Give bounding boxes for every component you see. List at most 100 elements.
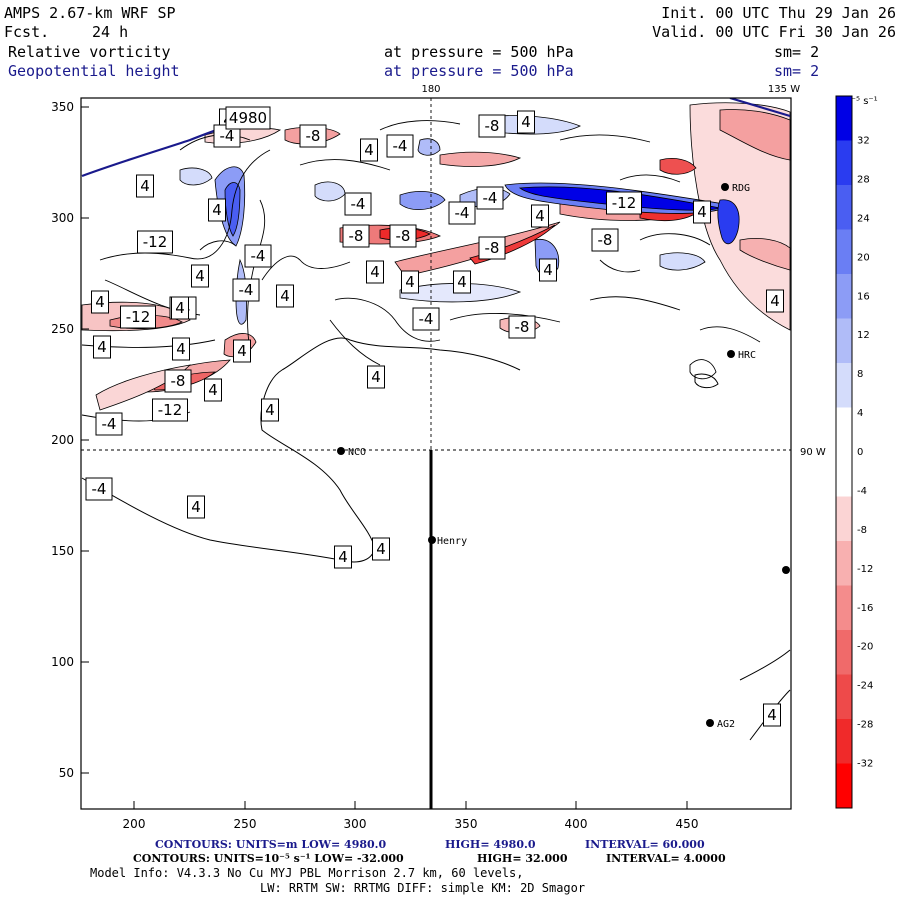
contour-label: 4 [334, 545, 352, 569]
svg-text:4: 4 [364, 141, 374, 159]
svg-text:-4: -4 [220, 127, 235, 145]
y-tick-label: 200 [51, 433, 74, 447]
colorbar-cell [836, 452, 852, 497]
contour-label: 4 [766, 289, 784, 313]
colorbar-cell [836, 763, 852, 808]
svg-text:NCO: NCO [348, 447, 366, 458]
colorbar-frame [835, 95, 853, 809]
svg-text:4: 4 [280, 287, 290, 305]
contour-label: -4 [232, 278, 260, 302]
contour-label: 4 [366, 260, 384, 284]
field1-name: Relative vorticity [8, 43, 171, 61]
contour-label: -12 [152, 398, 188, 422]
contour-label: -8 [389, 224, 417, 248]
svg-text:4: 4 [191, 498, 201, 516]
contour-label: 4 [453, 270, 471, 294]
colorbar-cell [836, 585, 852, 630]
station-henry: Henry [428, 536, 467, 547]
svg-text:HRC: HRC [738, 350, 756, 361]
colorbar-cell [836, 185, 852, 230]
svg-text:4: 4 [521, 113, 531, 131]
colorbar-cell [836, 630, 852, 675]
svg-text:-8: -8 [485, 117, 500, 135]
contour-label: 4 [372, 537, 390, 561]
svg-text:4: 4 [457, 273, 467, 291]
footer-height-interval: INTERVAL= 60.000 [585, 838, 705, 851]
svg-text:4: 4 [140, 177, 150, 195]
colorbar-cell [836, 407, 852, 452]
colorbar-cell [836, 318, 852, 363]
footer-height-contours: CONTOURS: UNITS=m LOW= 4980.0 [155, 838, 386, 851]
x-tick-label: 200 [123, 817, 146, 831]
svg-text:AG2: AG2 [717, 719, 735, 730]
svg-text:4: 4 [208, 381, 218, 399]
footer-vort-interval: INTERVAL= 4.0000 [606, 852, 726, 865]
x-tick-label: 450 [676, 817, 699, 831]
svg-text:-4: -4 [351, 195, 366, 213]
x-tick-label: 300 [344, 817, 367, 831]
x-tick-label: 350 [455, 817, 478, 831]
station-ag2: AG2 [706, 719, 735, 730]
contour-label: -8 [342, 224, 370, 248]
field2-name: Geopotential height [8, 62, 180, 80]
svg-text:Henry: Henry [437, 536, 467, 547]
y-tick-label: 250 [51, 322, 74, 336]
svg-text:-4: -4 [419, 310, 434, 328]
contour-label: -12 [137, 230, 173, 254]
svg-text:4: 4 [376, 540, 386, 558]
colorbar-ticks: 32 28 24 20 16 12 8 4 0 -4 -8 -12 -16 -20 -24 -28 -32 [857, 136, 873, 770]
svg-text:-4: -4 [102, 415, 117, 433]
colorbar-cell [836, 496, 852, 541]
forecast-label: Fcst. [4, 23, 49, 41]
footer-physics-info: LW: RRTM SW: RRTMG DIFF: simple KM: 2D S… [260, 881, 585, 895]
footer-vort-high: HIGH= 32.000 [477, 852, 568, 865]
contour-label: 4 [171, 296, 189, 320]
colorbar-tick-label: 4 [857, 408, 863, 419]
contour-label: 4 [261, 398, 279, 422]
colorbar-tick-label: 20 [857, 252, 870, 263]
svg-text:4: 4 [237, 342, 247, 360]
colorbar: 10⁻⁵ s⁻¹ 32 28 24 20 16 12 8 4 0 -4 -8 -12 -16 -20 -24… [835, 95, 878, 809]
svg-text:-8: -8 [306, 127, 321, 145]
contour-label: 4980 [225, 106, 271, 130]
contour-label: 4 [233, 339, 251, 363]
svg-text:4: 4 [265, 401, 275, 419]
colorbar-tick-label: -8 [857, 525, 867, 536]
svg-text:-4: -4 [92, 480, 107, 498]
stations: RDG HRC NCO Henry AG2 [337, 183, 790, 730]
colorbar-tick-label: 24 [857, 213, 870, 224]
contour-label: -8 [508, 315, 536, 339]
contour-label: 4 [93, 335, 111, 359]
contour-label: 4 [136, 174, 154, 198]
contour-label: -8 [591, 228, 619, 252]
map-frame [80, 97, 792, 810]
svg-text:4: 4 [535, 207, 545, 225]
field1-smoothing: sm= 2 [774, 43, 819, 61]
contour-label: -12 [606, 191, 642, 215]
init-time: Init. 00 UTC Thu 29 Jan 26 [661, 4, 896, 22]
y-tick-label: 100 [51, 655, 74, 669]
contour-label: -8 [478, 236, 506, 260]
colorbar-tick-label: -28 [857, 720, 873, 731]
x-tick-label: 400 [565, 817, 588, 831]
meridian-label-135w: 135 W [768, 84, 800, 95]
svg-text:-12: -12 [126, 308, 151, 326]
contour-label: 4 [91, 290, 109, 314]
contour-label: 4 [401, 270, 419, 294]
contour-label: 4 [360, 138, 378, 162]
contour-label: 4 [367, 365, 385, 389]
colorbar-tick-label: 16 [857, 291, 870, 302]
contour-labels: 4-44980-84-4-844-44-4-4-124-8-8-8-12444-… [85, 106, 784, 727]
contour-label: 4 [531, 204, 549, 228]
footer-height-high: HIGH= 4980.0 [445, 838, 536, 851]
svg-text:4: 4 [212, 201, 222, 219]
colorbar-cells [836, 96, 852, 808]
svg-text:-4: -4 [455, 204, 470, 222]
colorbar-tick-label: 8 [857, 369, 863, 380]
svg-text:4: 4 [697, 203, 707, 221]
colorbar-cell [836, 229, 852, 274]
station-nco: NCO [337, 447, 366, 458]
contour-label: -12 [120, 305, 156, 329]
colorbar-tick-label: -4 [857, 486, 867, 497]
colorbar-tick-label: 32 [857, 136, 870, 147]
